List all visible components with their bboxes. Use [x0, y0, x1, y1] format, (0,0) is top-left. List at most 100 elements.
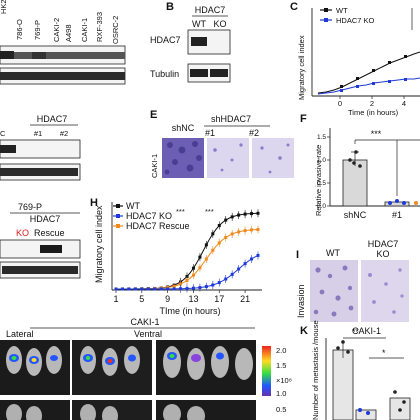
- band: [0, 168, 78, 176]
- data-point: [388, 61, 391, 64]
- panel-b-lane-wt: WT: [192, 19, 206, 29]
- panel-a: HK2 786-O 769-P CAKI-2 A498 CAKI-1 RXF-3…: [0, 0, 126, 85]
- band: [210, 69, 228, 77]
- panel-h: H Migratory cell index 1 5 9 13 17 21 TIme (i…: [90, 197, 262, 316]
- panel-k-ylabel: Number of metastasis /mouse: [311, 320, 320, 420]
- lane-label: OSRC-2: [111, 16, 120, 44]
- data-point: [140, 287, 144, 291]
- tick-label: 9: [165, 294, 170, 304]
- significance-label: **: [352, 327, 360, 337]
- panel-k-letter: K: [300, 325, 308, 337]
- bar-wt: [332, 349, 354, 420]
- panel-b-letter: B: [166, 1, 174, 13]
- panel-d-lane-1: #1: [34, 129, 42, 138]
- panel-g: 769-P HDAC7 KO Rescue: [0, 202, 81, 279]
- tick-label: 4: [402, 99, 406, 108]
- tick-label: 1: [113, 294, 118, 304]
- data-point: [356, 77, 359, 80]
- tick-label: 2: [370, 99, 374, 108]
- panel-i-side-label: Invasion: [296, 284, 306, 318]
- bar-ko: [355, 409, 377, 420]
- data-point: [172, 287, 176, 291]
- panel-h-ylabel: Migratory cell index: [94, 205, 104, 283]
- points-shnc: [348, 150, 362, 168]
- band: [40, 245, 62, 253]
- panel-i: I WT HDAC7 KO Invasion: [296, 239, 409, 322]
- panel-b-row-label: Tubulin: [150, 69, 179, 79]
- band: [191, 37, 207, 46]
- panel-j: CAKI-1 Lateral Ventral: [0, 317, 292, 420]
- panel-e-side-label: CAKI-1: [150, 154, 159, 178]
- tick-label: 0.5: [317, 180, 326, 187]
- panel-c-letter: C: [290, 1, 298, 13]
- legend-marker-ko: [116, 214, 120, 218]
- data-point: [146, 287, 150, 291]
- significance-label: *: [382, 348, 386, 358]
- mouse-image-ventral-2: [156, 400, 256, 420]
- micrograph-ko: [361, 260, 409, 322]
- series-points-ko: [340, 78, 407, 92]
- data-point: [127, 287, 131, 291]
- legend-marker-rescue: [116, 224, 120, 228]
- panel-c: C Migratory cell index 0 2 4 Time (in ho…: [290, 1, 420, 117]
- significance-label: ***: [176, 207, 185, 216]
- panel-g-group-title: HDAC7: [30, 214, 61, 224]
- data-point: [120, 287, 124, 291]
- lane-label: RXF-393: [95, 12, 104, 42]
- tick-label: 13: [188, 294, 198, 304]
- micrograph-1: [207, 138, 249, 178]
- panel-a-lane-labels: 786-O 769-P CAKI-2 A498 CAKI-1 RXF-393 O…: [15, 12, 120, 44]
- panel-i-col-wt: WT: [326, 248, 340, 258]
- data-point: [372, 82, 375, 85]
- lane-label: CAKI-2: [52, 18, 61, 42]
- scale-tick: 1.0: [276, 389, 286, 398]
- category-label: #1: [392, 210, 402, 220]
- data-point: [153, 287, 157, 291]
- panel-e-col-shnc: shNC: [172, 123, 195, 133]
- band: [32, 52, 46, 59]
- scale-tick: 2.0: [276, 346, 286, 355]
- scale-unit: ×10⁸: [276, 376, 292, 385]
- data-point: [340, 89, 343, 92]
- legend-marker-wt: [116, 204, 120, 208]
- panel-e: E shNC shHDAC7 #1 #2 CAKI-1: [150, 109, 294, 178]
- legend-label-ko: HDAC7 KO: [126, 211, 172, 221]
- panel-e-group-title: shHDAC7: [211, 114, 251, 124]
- tick-label: 17: [214, 294, 224, 304]
- band: [0, 52, 125, 59]
- panel-e-letter: E: [150, 109, 157, 121]
- panel-i-letter: I: [296, 249, 299, 261]
- panel-f-letter: F: [300, 113, 307, 125]
- panel-f: F Relative invasive rate 0.0 0.5 1.0 1.5…: [300, 113, 420, 220]
- scale-tick: 1.5: [276, 361, 286, 370]
- lane-label: A498: [64, 24, 73, 42]
- data-point: [166, 285, 170, 289]
- band: [190, 69, 208, 77]
- panel-f-ylabel: Relative invasive rate: [314, 145, 323, 216]
- point-next-group: [414, 201, 418, 205]
- tick-label: 0.0: [317, 203, 326, 210]
- legend-label-rescue: HDAC7 Rescue: [126, 221, 190, 231]
- series-line-wt: [317, 51, 420, 94]
- panel-d-group-title: HDAC7: [37, 114, 68, 124]
- panel-g-lane-rescue: Rescue: [34, 228, 65, 238]
- band: [0, 51, 14, 59]
- data-point: [388, 80, 391, 83]
- data-point: [340, 85, 343, 88]
- scale-tick: 0.5: [276, 405, 286, 414]
- panel-c-ylabel: Migratory cell index: [297, 35, 306, 100]
- data-point: [159, 287, 163, 291]
- bioluminescence-signals: [9, 352, 224, 365]
- category-label: shNC: [344, 210, 367, 220]
- data-point: [133, 287, 137, 291]
- points-1: [388, 199, 406, 205]
- panel-d-blot-1: [0, 139, 81, 159]
- panel-b-lane-ko: KO: [213, 19, 226, 29]
- panel-j-view-ventral: Ventral: [134, 329, 162, 339]
- legend-label-ko: HDAC7 KO: [336, 16, 375, 25]
- tick-label: 0: [338, 99, 342, 108]
- panel-d-partial-lane: C: [0, 129, 6, 138]
- panel-k: K CAKI-1 Number of metastasis /mouse ** …: [300, 320, 411, 420]
- data-point: [172, 284, 176, 288]
